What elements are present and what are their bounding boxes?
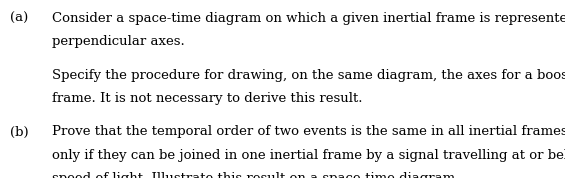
Text: Consider a space-time diagram on which a given inertial frame is represented by: Consider a space-time diagram on which a… <box>52 12 565 25</box>
Text: speed of light. Illustrate this result on a space-time diagram.: speed of light. Illustrate this result o… <box>52 172 459 178</box>
Text: Specify the procedure for drawing, on the same diagram, the axes for a boosted: Specify the procedure for drawing, on th… <box>52 69 565 82</box>
Text: (a): (a) <box>10 12 28 25</box>
Text: frame. It is not necessary to derive this result.: frame. It is not necessary to derive thi… <box>52 92 363 105</box>
Text: Prove that the temporal order of two events is the same in all inertial frames i: Prove that the temporal order of two eve… <box>52 125 565 138</box>
Text: perpendicular axes.: perpendicular axes. <box>52 35 185 48</box>
Text: (b): (b) <box>10 125 29 138</box>
Text: only if they can be joined in one inertial frame by a signal travelling at or be: only if they can be joined in one inerti… <box>52 149 565 162</box>
